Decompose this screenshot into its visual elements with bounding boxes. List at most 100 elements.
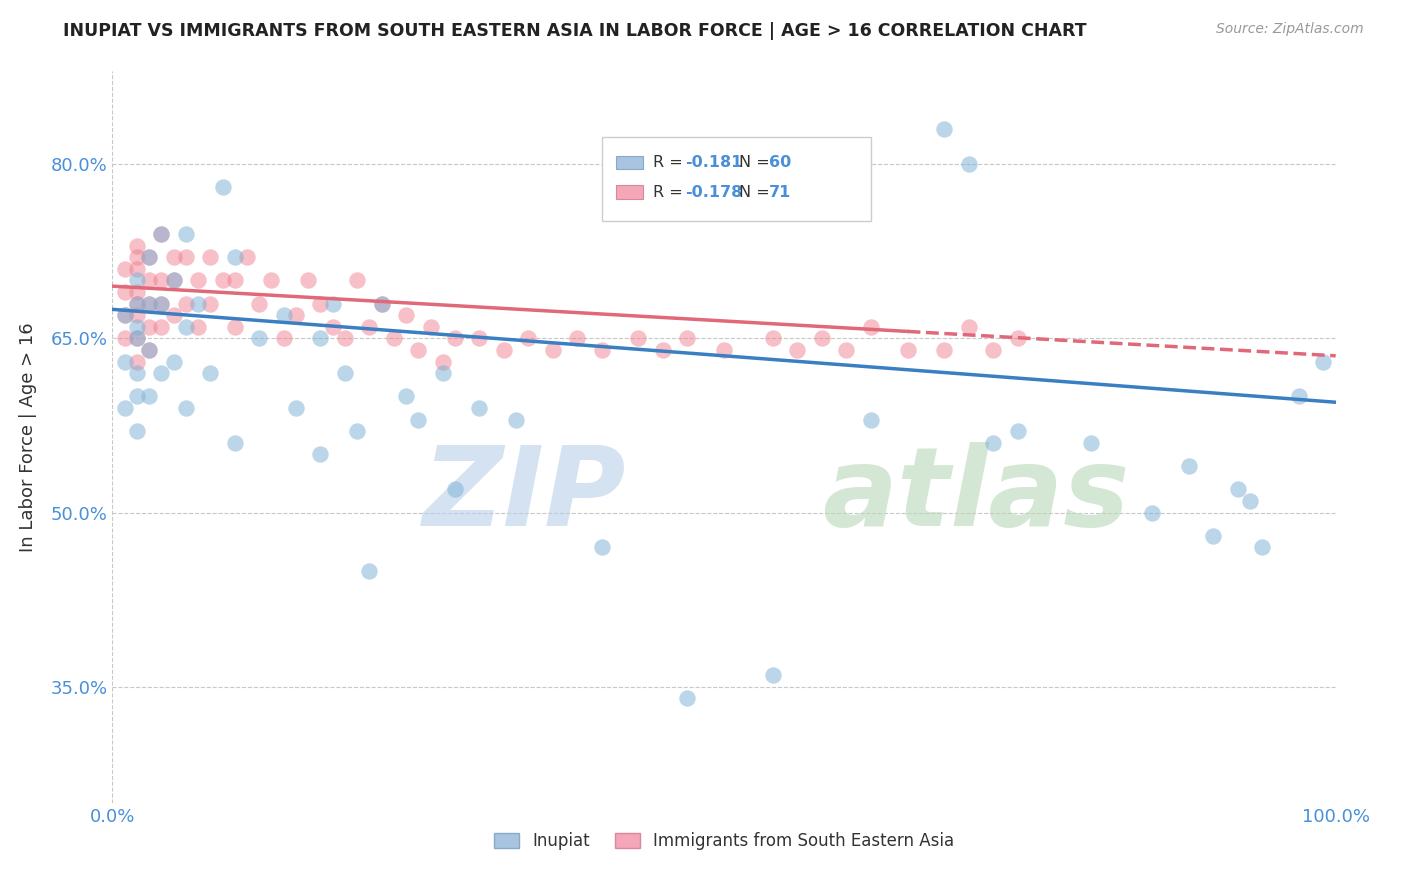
Point <box>174 227 197 241</box>
Text: -0.181: -0.181 <box>685 155 742 170</box>
Point <box>114 331 136 345</box>
Point <box>957 157 980 171</box>
Point <box>1080 436 1102 450</box>
Text: R =: R = <box>654 155 688 170</box>
Point <box>150 366 173 380</box>
Point <box>346 273 368 287</box>
Point <box>333 366 356 380</box>
Point <box>163 250 186 264</box>
Point <box>859 319 882 334</box>
Point <box>395 308 418 322</box>
Point <box>981 343 1004 357</box>
Point <box>138 273 160 287</box>
Point <box>125 308 148 322</box>
Point <box>125 238 148 252</box>
Point <box>125 296 148 310</box>
Text: 60: 60 <box>769 155 792 170</box>
Point <box>150 319 173 334</box>
Point <box>125 424 148 438</box>
Point <box>125 389 148 403</box>
Text: -0.178: -0.178 <box>685 185 742 200</box>
Point <box>114 401 136 415</box>
Point <box>1142 506 1164 520</box>
Point <box>370 296 392 310</box>
Point <box>957 319 980 334</box>
Point <box>981 436 1004 450</box>
Text: atlas: atlas <box>823 442 1129 549</box>
Point <box>174 250 197 264</box>
Point <box>1202 529 1225 543</box>
Point <box>150 227 173 241</box>
Point <box>811 331 834 345</box>
Point <box>125 354 148 368</box>
Point <box>762 331 785 345</box>
Point <box>1239 494 1261 508</box>
Point <box>125 331 148 345</box>
Point <box>359 564 381 578</box>
Point <box>125 285 148 299</box>
Point <box>150 296 173 310</box>
Point <box>114 354 136 368</box>
Point <box>114 308 136 322</box>
Point <box>1251 541 1274 555</box>
Point <box>247 331 270 345</box>
Point <box>114 308 136 322</box>
Point <box>676 691 699 706</box>
Point <box>408 343 430 357</box>
Point <box>444 483 467 497</box>
Text: R =: R = <box>654 185 688 200</box>
Point <box>125 331 148 345</box>
Point <box>1226 483 1249 497</box>
Point <box>174 296 197 310</box>
Y-axis label: In Labor Force | Age > 16: In Labor Force | Age > 16 <box>18 322 37 552</box>
Point <box>297 273 319 287</box>
Text: ZIP: ZIP <box>423 442 626 549</box>
Point <box>492 343 515 357</box>
Point <box>859 412 882 426</box>
Point <box>370 296 392 310</box>
Point <box>125 273 148 287</box>
Point <box>224 436 246 450</box>
Point <box>273 331 295 345</box>
Point <box>200 250 222 264</box>
Point <box>676 331 699 345</box>
Point <box>432 354 454 368</box>
Point <box>273 308 295 322</box>
Point <box>1007 331 1029 345</box>
Point <box>934 122 956 136</box>
Point <box>138 296 160 310</box>
Point <box>346 424 368 438</box>
Point <box>138 250 160 264</box>
Point <box>309 331 332 345</box>
Point <box>652 343 675 357</box>
Point <box>762 668 785 682</box>
Point <box>359 319 381 334</box>
Point <box>187 319 209 334</box>
Point <box>468 331 491 345</box>
Point <box>125 261 148 276</box>
Point <box>224 319 246 334</box>
Point <box>236 250 259 264</box>
Point <box>541 343 564 357</box>
Point <box>211 273 233 287</box>
Point <box>150 296 173 310</box>
Point <box>382 331 405 345</box>
Point <box>200 366 222 380</box>
Point <box>432 366 454 380</box>
Point <box>260 273 283 287</box>
Point <box>138 343 160 357</box>
Point <box>322 296 344 310</box>
FancyBboxPatch shape <box>616 156 644 169</box>
Point <box>284 308 308 322</box>
Point <box>713 343 735 357</box>
Point <box>897 343 920 357</box>
Point <box>163 354 186 368</box>
Text: INUPIAT VS IMMIGRANTS FROM SOUTH EASTERN ASIA IN LABOR FORCE | AGE > 16 CORRELAT: INUPIAT VS IMMIGRANTS FROM SOUTH EASTERN… <box>63 22 1087 40</box>
Point <box>174 401 197 415</box>
Point <box>211 180 233 194</box>
Point <box>309 296 332 310</box>
Point <box>247 296 270 310</box>
Point <box>224 250 246 264</box>
Point <box>505 412 527 426</box>
Point <box>284 401 308 415</box>
